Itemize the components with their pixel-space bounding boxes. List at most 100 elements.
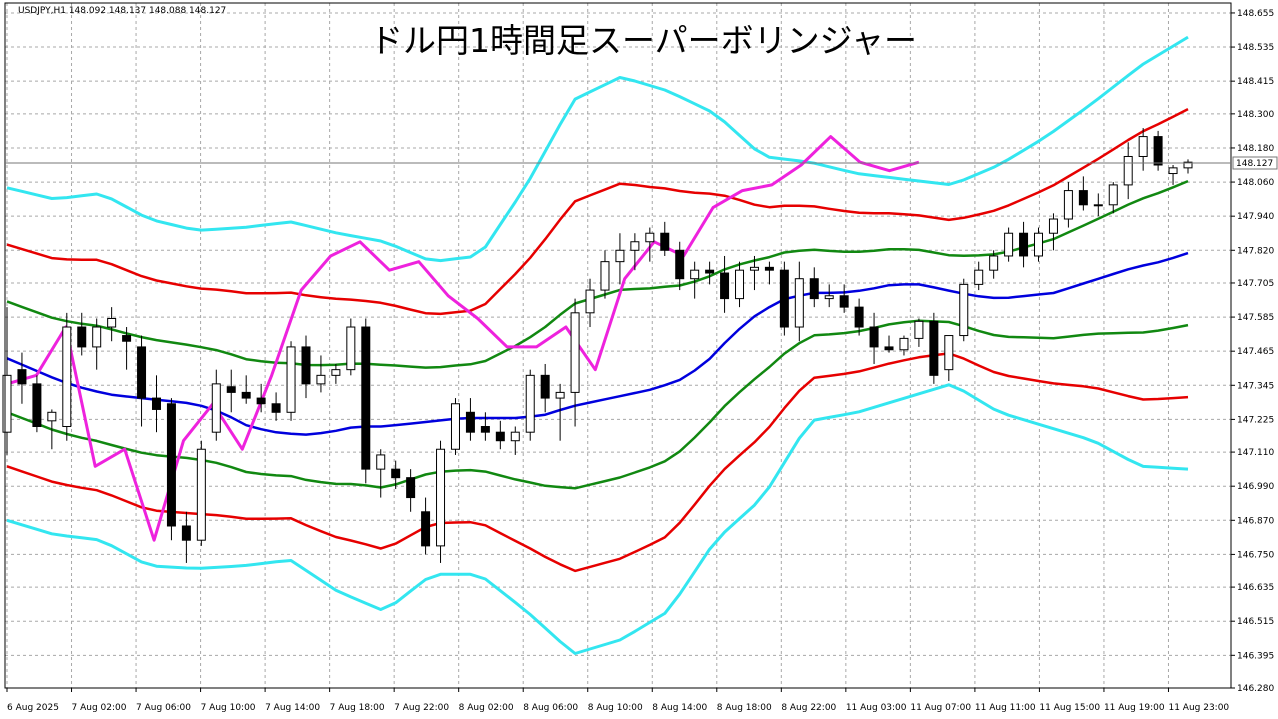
- y-tick-label: 147.705: [1237, 279, 1274, 289]
- candle-body: [989, 255, 999, 271]
- candle: [137, 335, 147, 427]
- chart-title: ドル円1時間足スーパーボリンジャー: [370, 21, 917, 60]
- candle-body: [1168, 167, 1178, 175]
- candle: [271, 392, 281, 421]
- lagging-span: [6, 135, 920, 542]
- candle: [525, 369, 535, 441]
- y-tick-label: 146.635: [1237, 583, 1274, 593]
- candle: [376, 449, 386, 498]
- y-tick-label: 147.585: [1237, 313, 1274, 323]
- candle-body: [1078, 190, 1088, 206]
- candle: [1138, 128, 1148, 171]
- y-tick-label: 146.750: [1237, 550, 1274, 560]
- candle-body: [17, 369, 27, 385]
- candle-body: [570, 312, 580, 393]
- bollinger-bands: [6, 35, 1189, 655]
- candle-body: [510, 431, 520, 442]
- candle: [899, 335, 909, 356]
- candle-body: [675, 249, 685, 280]
- candle-body: [465, 411, 475, 433]
- y-tick-label: 147.345: [1237, 381, 1274, 391]
- candle: [1063, 182, 1073, 228]
- y-tick-label: 148.180: [1237, 144, 1274, 154]
- x-tick-label: 7 Aug 06:00: [136, 703, 191, 713]
- candle-body: [794, 278, 804, 328]
- candle: [600, 250, 610, 299]
- x-tick-label: 11 Aug 07:00: [910, 703, 971, 713]
- candle-body: [735, 269, 745, 300]
- candle-body: [286, 346, 296, 413]
- candle-body: [107, 317, 117, 328]
- x-tick-label: 11 Aug 03:00: [846, 703, 907, 713]
- candle-body: [137, 346, 147, 399]
- x-tick-label: 11 Aug 15:00: [1039, 703, 1100, 713]
- x-tick-label: 8 Aug 10:00: [588, 703, 643, 713]
- candle-body: [585, 289, 595, 314]
- candle-body: [749, 266, 759, 271]
- candle-body: [181, 525, 191, 541]
- candle: [510, 426, 520, 455]
- candle: [495, 420, 505, 450]
- y-tick-label: 147.465: [1237, 347, 1274, 357]
- x-tick-label: 7 Aug 02:00: [72, 703, 127, 713]
- candle-body: [32, 383, 42, 428]
- y-tick-label: 147.820: [1237, 246, 1274, 256]
- x-tick-label: 8 Aug 02:00: [459, 703, 514, 713]
- candle-body: [1138, 136, 1148, 157]
- candle-body: [645, 232, 655, 243]
- candle: [1034, 227, 1044, 262]
- candle-body: [256, 397, 266, 405]
- y-tick-label: 147.940: [1237, 212, 1274, 222]
- candle: [1123, 142, 1133, 200]
- candle-body: [1048, 218, 1058, 234]
- candle: [1093, 193, 1103, 217]
- candle: [301, 335, 311, 399]
- candle: [944, 335, 954, 382]
- candle: [570, 298, 580, 427]
- candle: [675, 241, 685, 291]
- candle-body: [450, 403, 460, 450]
- candle-body: [660, 232, 670, 251]
- candle: [256, 383, 266, 413]
- candle: [465, 398, 475, 441]
- candle: [62, 312, 72, 441]
- candle-body: [1123, 155, 1133, 186]
- candle: [555, 383, 565, 441]
- candle: [1048, 213, 1058, 251]
- candle: [690, 261, 700, 299]
- candle: [585, 278, 595, 328]
- y-tick-label: 146.990: [1237, 482, 1274, 492]
- candle-body: [92, 326, 102, 348]
- candle: [764, 261, 774, 285]
- candle: [989, 250, 999, 279]
- candle-body: [316, 374, 326, 385]
- grid: [5, 3, 1231, 689]
- candle-body: [196, 448, 206, 541]
- current-price-text: 148.127: [1236, 159, 1273, 169]
- x-tick-label: 11 Aug 23:00: [1168, 703, 1229, 713]
- candle: [839, 284, 849, 313]
- upper-3sigma-band: [6, 35, 1189, 263]
- x-tick-label: 8 Aug 14:00: [652, 703, 707, 713]
- candle: [794, 261, 804, 342]
- middle-band: [6, 251, 1189, 436]
- candle: [181, 511, 191, 563]
- x-tick-label: 8 Aug 22:00: [781, 703, 836, 713]
- candle: [436, 440, 446, 563]
- candle: [809, 267, 819, 308]
- candle-body: [480, 426, 490, 433]
- candle-body: [1093, 204, 1103, 207]
- candle: [615, 233, 625, 285]
- candle-body: [62, 326, 72, 428]
- candle-body: [839, 295, 849, 308]
- candle: [406, 469, 416, 512]
- current-price-label: 148.127: [1232, 156, 1278, 170]
- candle: [854, 298, 864, 336]
- candle: [974, 261, 984, 291]
- candle-body: [809, 278, 819, 300]
- candle: [705, 261, 715, 285]
- candle: [122, 327, 132, 370]
- candle: [32, 375, 42, 433]
- candle: [361, 318, 371, 484]
